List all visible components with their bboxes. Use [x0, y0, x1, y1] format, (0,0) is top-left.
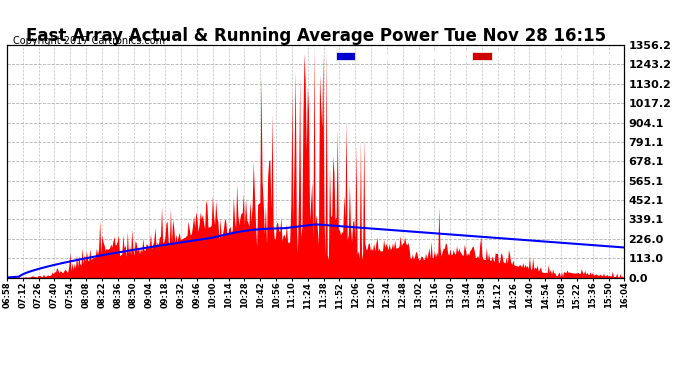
Legend: Average  (DC Watts), East Array  (DC Watts): Average (DC Watts), East Array (DC Watts…	[334, 50, 620, 64]
Title: East Array Actual & Running Average Power Tue Nov 28 16:15: East Array Actual & Running Average Powe…	[26, 27, 606, 45]
Text: Copyright 2017 Cartronics.com: Copyright 2017 Cartronics.com	[13, 36, 165, 46]
